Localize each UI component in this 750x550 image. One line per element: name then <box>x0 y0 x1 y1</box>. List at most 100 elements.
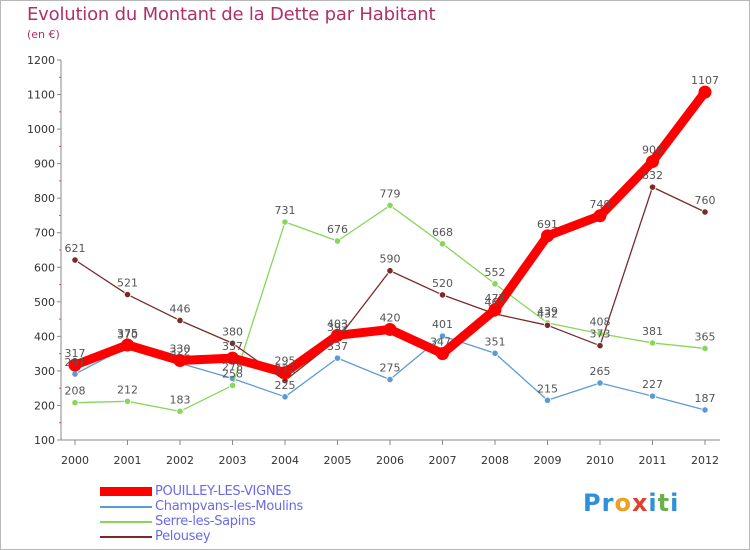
data-label: 465 <box>485 296 506 309</box>
data-point <box>278 366 292 380</box>
data-point <box>331 328 344 342</box>
logo-letter: x <box>631 489 649 517</box>
x-tick-label: 2000 <box>61 454 89 467</box>
y-tick-label: 100 <box>34 434 55 447</box>
y-tick-label: 1200 <box>27 54 55 67</box>
data-point <box>68 358 82 372</box>
data-label: 373 <box>590 328 611 341</box>
data-point <box>701 208 709 216</box>
data-point <box>698 85 712 99</box>
data-point <box>491 349 499 357</box>
data-label: 731 <box>275 204 296 217</box>
x-tick-label: 2005 <box>324 454 352 467</box>
data-label: 392 <box>327 321 348 334</box>
data-label: 779 <box>380 187 401 200</box>
data-point <box>491 280 499 288</box>
data-label: 187 <box>695 392 716 405</box>
data-label: 258 <box>222 367 243 380</box>
data-label: 749 <box>590 198 611 211</box>
data-label: 621 <box>65 242 86 255</box>
data-point <box>488 303 502 317</box>
data-label: 227 <box>642 378 663 391</box>
data-label: 322 <box>170 345 191 358</box>
data-point <box>386 375 394 384</box>
y-tick-label: 400 <box>34 330 55 343</box>
data-point <box>333 354 342 362</box>
data-point <box>176 316 184 325</box>
data-point <box>386 267 394 275</box>
legend-label: Pelousey <box>155 529 211 544</box>
data-label: 676 <box>327 223 348 236</box>
x-tick-label: 2012 <box>691 454 719 467</box>
data-label: 446 <box>170 302 191 315</box>
data-label: 668 <box>432 226 453 239</box>
data-point <box>281 218 289 226</box>
data-point <box>123 290 132 299</box>
proxiti-logo: Proxiti <box>583 489 679 517</box>
data-label: 401 <box>432 318 453 331</box>
data-point <box>596 329 604 338</box>
data-point <box>383 322 397 336</box>
data-point <box>438 291 447 299</box>
data-point <box>228 339 237 347</box>
data-point <box>386 201 394 210</box>
data-label: 337 <box>327 340 348 353</box>
x-tick-label: 2007 <box>429 454 457 467</box>
y-tick-label: 200 <box>34 399 55 412</box>
data-label: 215 <box>537 382 558 395</box>
data-point <box>648 183 657 191</box>
legend-swatch <box>100 536 152 538</box>
data-label: 520 <box>432 277 453 290</box>
data-label: 278 <box>222 361 243 374</box>
data-point <box>228 381 237 390</box>
y-tick-label: 700 <box>34 227 55 240</box>
y-tick-label: 300 <box>34 365 55 378</box>
data-label: 317 <box>65 347 86 360</box>
data-point <box>438 332 447 340</box>
x-tick-label: 2004 <box>271 454 299 467</box>
data-label: 906 <box>642 144 663 157</box>
x-tick-label: 2006 <box>376 454 404 467</box>
data-label: 351 <box>485 335 506 348</box>
data-point <box>596 379 604 387</box>
data-label: 381 <box>642 325 663 338</box>
x-tick-label: 2001 <box>114 454 142 467</box>
data-label: 408 <box>590 316 611 329</box>
data-label: 212 <box>117 383 138 396</box>
data-point <box>71 370 79 378</box>
series-layer <box>68 85 712 415</box>
data-point <box>646 155 659 169</box>
data-point <box>648 339 657 347</box>
data-point <box>701 344 709 353</box>
x-tick-label: 2003 <box>219 454 247 467</box>
data-point <box>226 351 239 365</box>
data-label: 295 <box>275 355 296 368</box>
data-label: 370 <box>117 329 138 342</box>
data-label: 365 <box>695 330 716 343</box>
data-point <box>543 321 552 329</box>
data-label: 375 <box>117 327 138 340</box>
x-tick-label: 2011 <box>639 454 667 467</box>
data-point <box>173 354 187 368</box>
data-label: 208 <box>65 385 86 398</box>
chart-title: Evolution du Montant de la Dette par Hab… <box>27 4 436 25</box>
data-label: 832 <box>642 169 663 182</box>
data-point <box>123 397 132 405</box>
data-label: 265 <box>590 365 611 378</box>
data-label: 380 <box>222 325 243 338</box>
data-label: 337 <box>222 340 243 353</box>
legend-label: Champvans-les-Moulins <box>155 499 303 514</box>
data-point <box>176 407 184 415</box>
data-label: 403 <box>327 317 348 330</box>
data-label: 552 <box>485 266 506 279</box>
data-point <box>593 209 607 223</box>
data-label: 420 <box>380 311 401 324</box>
data-label: 760 <box>695 194 716 207</box>
data-labels: 317 375 330 337 295 403 420 477 691 749 906 1107 291… <box>65 74 720 406</box>
y-tick-label: 800 <box>34 192 55 205</box>
x-tick-label: 2010 <box>586 454 614 467</box>
data-label: 275 <box>380 362 401 375</box>
y-tick-label: 1100 <box>27 89 55 102</box>
